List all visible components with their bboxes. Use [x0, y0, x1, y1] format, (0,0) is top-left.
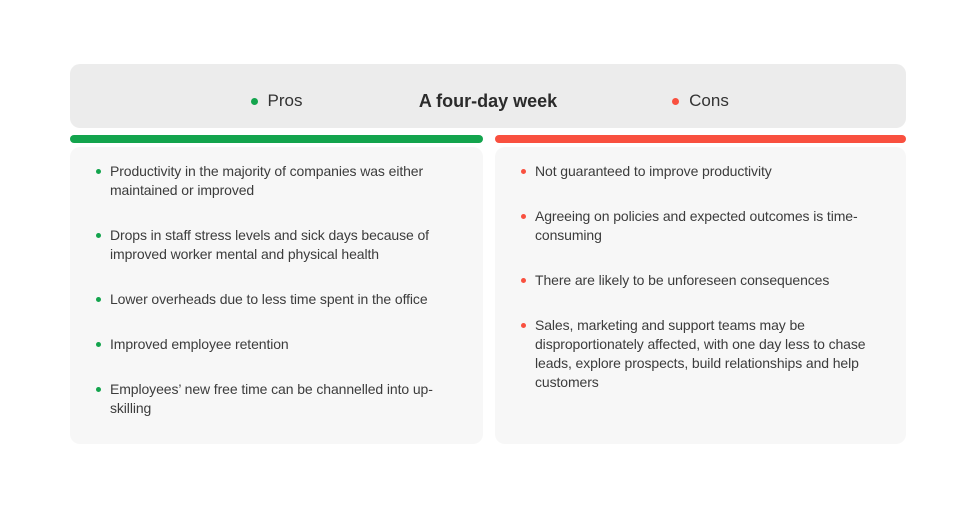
cons-item-text: Not guaranteed to improve productivity [535, 163, 772, 179]
pros-list: Productivity in the majority of companie… [96, 162, 473, 418]
cons-item-text: There are likely to be unforeseen conseq… [535, 272, 830, 288]
pros-item-bullet-icon [96, 169, 101, 174]
pros-item-text: Improved employee retention [110, 336, 289, 352]
card-title: A four-day week [418, 90, 558, 111]
cons-list-item: Not guaranteed to improve productivity [521, 162, 896, 181]
cons-list: Not guaranteed to improve productivity A… [521, 162, 896, 392]
cons-list-item: Agreeing on policies and expected outcom… [521, 207, 896, 245]
cons-list-item: There are likely to be unforeseen conseq… [521, 271, 896, 290]
pros-item-bullet-icon [96, 387, 101, 392]
cons-item-bullet-icon [521, 169, 526, 174]
pros-item-text: Productivity in the majority of companie… [110, 163, 424, 198]
cons-item-text: Agreeing on policies and expected outcom… [535, 208, 858, 243]
cons-divider-bar [495, 135, 906, 143]
cons-item-bullet-icon [521, 214, 526, 219]
pros-item-text: Lower overheads due to less time spent i… [110, 291, 428, 307]
cons-label: Cons [689, 91, 729, 110]
pros-header: Pros [70, 64, 483, 128]
cons-item-text: Sales, marketing and support teams may b… [535, 317, 866, 390]
pros-label: Pros [267, 91, 303, 110]
pros-panel: Productivity in the majority of companie… [70, 147, 483, 444]
cons-item-bullet-icon [521, 278, 526, 283]
pros-list-item: Improved employee retention [96, 335, 473, 354]
pros-bullet-icon [250, 97, 258, 105]
cons-list-item: Sales, marketing and support teams may b… [521, 316, 896, 392]
cons-bullet-icon [672, 97, 680, 105]
pros-list-item: Lower overheads due to less time spent i… [96, 290, 473, 309]
cons-header: Cons [495, 64, 906, 128]
pros-item-bullet-icon [96, 297, 101, 302]
pros-item-bullet-icon [96, 233, 101, 238]
cons-item-bullet-icon [521, 323, 526, 328]
pros-item-text: Employees’ new free time can be channell… [110, 381, 433, 416]
pros-item-bullet-icon [96, 342, 101, 347]
pros-list-item: Productivity in the majority of companie… [96, 162, 473, 200]
pros-item-text: Drops in staff stress levels and sick da… [110, 227, 429, 262]
pros-list-item: Drops in staff stress levels and sick da… [96, 226, 473, 264]
card-header: Pros A four-day week Cons [70, 64, 906, 128]
cons-panel: Not guaranteed to improve productivity A… [495, 147, 906, 444]
pros-list-item: Employees’ new free time can be channell… [96, 380, 473, 418]
pros-divider-bar [70, 135, 483, 143]
